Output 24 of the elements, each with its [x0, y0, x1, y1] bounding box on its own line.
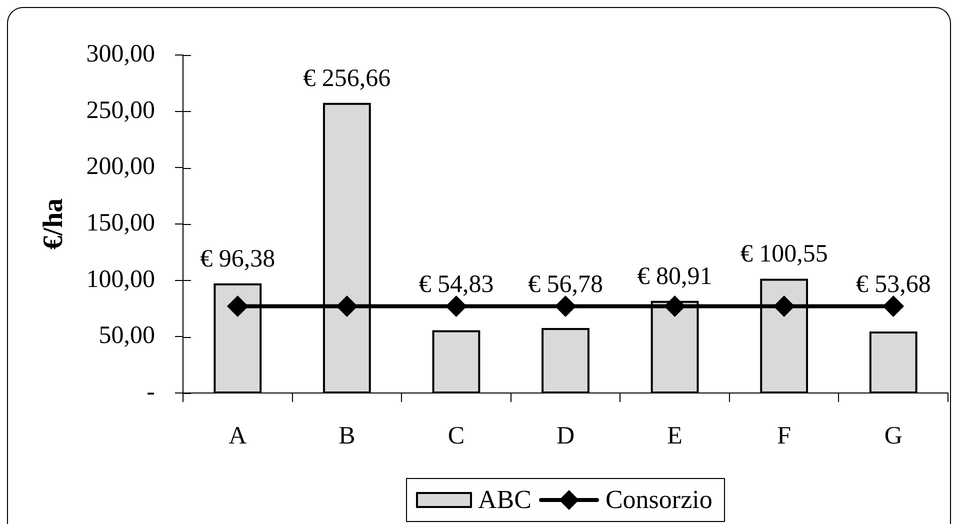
- y-tick-label: 200,00: [86, 153, 155, 180]
- data-label: € 54,83: [418, 271, 494, 298]
- y-tick-label: 100,00: [86, 266, 155, 293]
- data-label: € 256,66: [303, 64, 391, 92]
- y-axis-title: €/ha: [38, 198, 70, 250]
- legend-label: Consorzio: [605, 485, 712, 515]
- data-label: € 96,38: [200, 245, 276, 272]
- y-tick-label: 150,00: [86, 210, 155, 237]
- y-tick-label: -: [146, 378, 155, 406]
- x-tick-label: A: [228, 422, 247, 450]
- x-tick-label: D: [556, 422, 575, 450]
- data-label: € 80,91: [637, 262, 712, 290]
- data-label: € 56,78: [528, 271, 603, 298]
- x-tick-label: F: [777, 422, 792, 450]
- x-tick-label: G: [884, 422, 902, 450]
- data-label: € 53,68: [856, 271, 931, 298]
- x-tick-label: B: [338, 422, 356, 450]
- y-tick-label: 300,00: [86, 40, 155, 68]
- data-label: € 100,55: [740, 240, 828, 268]
- x-tick-label: C: [448, 422, 465, 450]
- y-tick-label: 250,00: [86, 96, 155, 124]
- legend-label: ABC: [478, 485, 532, 515]
- y-tick-label: 50,00: [98, 322, 155, 350]
- x-tick-label: E: [667, 422, 682, 450]
